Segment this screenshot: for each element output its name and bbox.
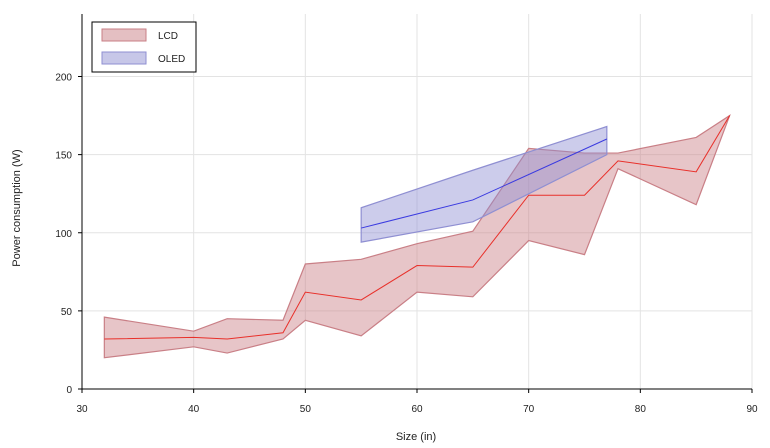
grid: [81, 14, 753, 390]
band-lcd: [103, 114, 731, 359]
confidence-bands: [103, 114, 731, 359]
x-tick-label: 40: [188, 404, 200, 415]
y-tick-label: 50: [61, 307, 73, 318]
band-oled: [360, 125, 608, 243]
y-tick-labels: 0 50 100 150 200: [55, 73, 82, 396]
x-tick-labels: 30 40 50 60 70 80 90: [76, 389, 758, 415]
y-tick-label: 100: [55, 229, 72, 240]
y-tick-label: 200: [55, 73, 72, 84]
legend-label-lcd: LCD: [158, 31, 178, 42]
y-tick-label: 0: [66, 385, 72, 396]
legend-swatch-oled: [101, 51, 147, 65]
x-tick-label: 60: [411, 404, 423, 415]
x-tick-label: 90: [746, 404, 758, 415]
series-lines: [104, 115, 731, 340]
x-tick-label: 50: [300, 404, 312, 415]
x-tick-label: 80: [635, 404, 647, 415]
x-tick-label: 30: [76, 404, 88, 415]
legend-label-oled: OLED: [158, 54, 185, 65]
legend-swatch-lcd: [101, 28, 147, 42]
legend: LCD OLED: [91, 21, 197, 73]
line-lcd: [104, 115, 731, 340]
y-axis-label: Power consumption (W): [11, 149, 23, 266]
x-tick-label: 70: [523, 404, 535, 415]
y-tick-label: 150: [55, 151, 72, 162]
x-axis-label: Size (in): [396, 431, 436, 443]
line-oled: [361, 138, 608, 229]
